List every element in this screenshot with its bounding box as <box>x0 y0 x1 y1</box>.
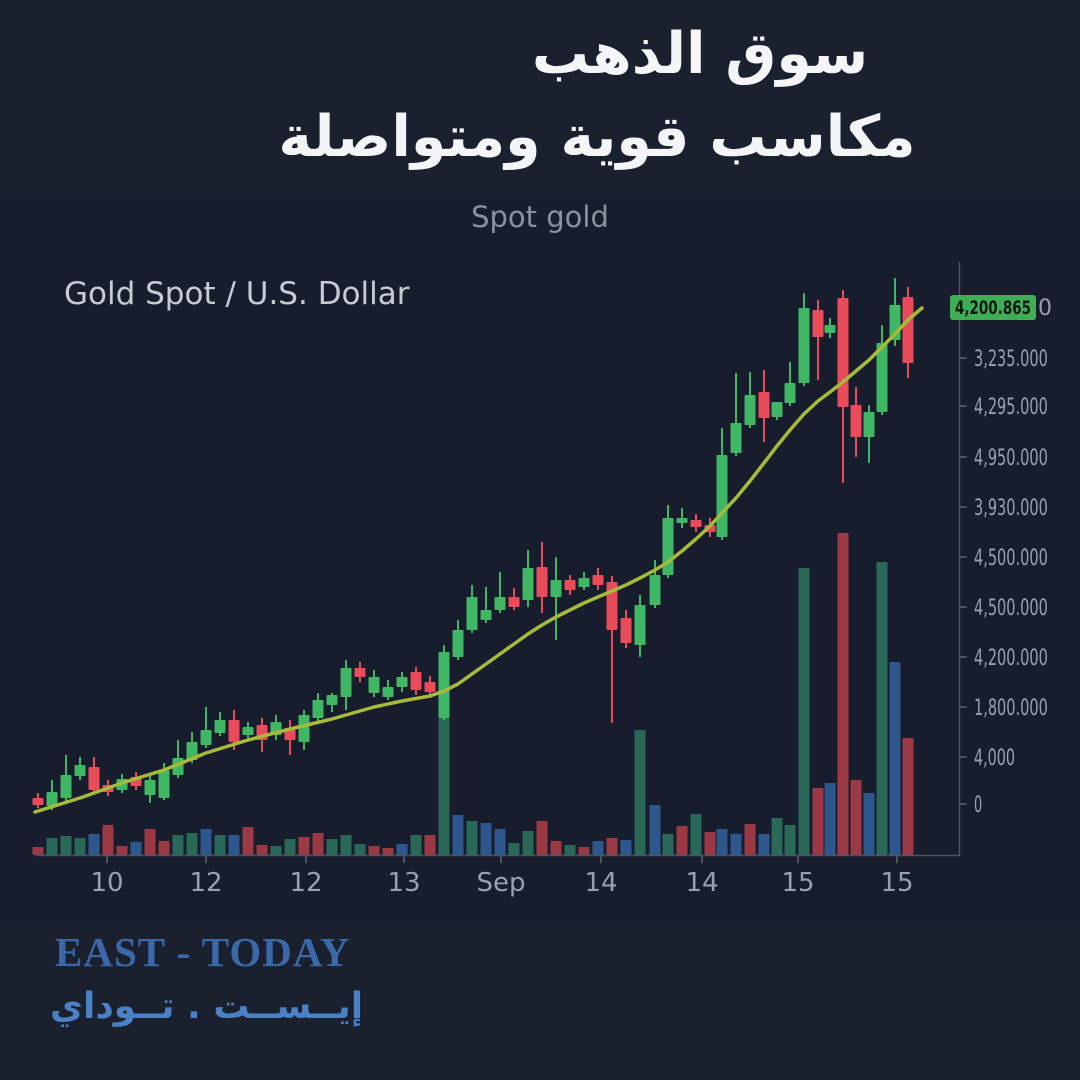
brand-logo-en: EAST - TODAY <box>55 929 351 975</box>
svg-text:12: 12 <box>189 868 222 898</box>
svg-text:4,950.000: 4,950.000 <box>974 446 1048 471</box>
svg-text:1,800.000: 1,800.000 <box>974 696 1048 721</box>
svg-text:4,200.000: 4,200.000 <box>974 646 1048 671</box>
brand-logo-ar: إيــســت . تــوداي <box>50 986 364 1027</box>
svg-text:15: 15 <box>880 868 913 898</box>
svg-text:4,200.865: 4,200.865 <box>955 297 1031 319</box>
svg-text:3,930.000: 3,930.000 <box>974 496 1048 521</box>
headline-line2: مكاسب قوية ومتواصلة <box>278 104 916 170</box>
svg-text:Sep: Sep <box>476 868 525 898</box>
svg-text:3,235.000: 3,235.000 <box>974 347 1048 372</box>
symbol-label: Gold Spot / U.S. Dollar <box>64 276 410 312</box>
svg-text:14: 14 <box>685 868 718 898</box>
svg-text:10: 10 <box>90 868 123 898</box>
svg-text:12: 12 <box>289 868 322 898</box>
svg-text:4,500.000: 4,500.000 <box>974 546 1048 571</box>
headline-line1: سوق الذهب <box>531 21 869 87</box>
svg-text:14: 14 <box>584 868 617 898</box>
svg-text:13: 13 <box>387 868 420 898</box>
svg-text:4,500.000: 4,500.000 <box>974 596 1048 621</box>
svg-text:0: 0 <box>1038 296 1052 321</box>
svg-text:4,295.000: 4,295.000 <box>974 395 1048 420</box>
svg-text:15: 15 <box>781 868 814 898</box>
svg-text:4,000: 4,000 <box>974 746 1015 771</box>
chart-subtitle: Spot gold <box>471 200 609 234</box>
headline: سوق الذهب مكاسب قوية ومتواصلة <box>0 26 1080 166</box>
svg-text:0: 0 <box>974 793 982 818</box>
